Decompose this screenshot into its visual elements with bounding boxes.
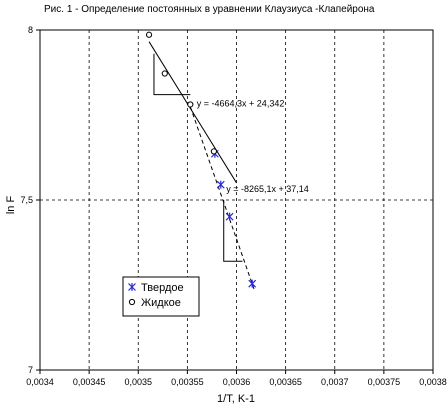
x-tick-label: 0,0036	[223, 377, 251, 387]
data-point-liquid	[210, 148, 218, 155]
grid-y	[36, 29, 433, 371]
x-tick-label: 0,0038	[419, 377, 447, 387]
data-point-liquid	[161, 70, 168, 77]
x-tick-label: 0,00345	[73, 377, 106, 387]
legend-label: Твердое	[141, 282, 184, 294]
y-tick-label: 7,5	[20, 195, 33, 205]
legend-marker-liquid	[128, 298, 136, 306]
trendline-liquid	[148, 41, 237, 184]
x-tick-label: 0,00375	[368, 377, 401, 387]
x-tick-label: 0,0034	[26, 377, 54, 387]
data-point-liquid	[187, 101, 194, 108]
slope-triangles	[153, 53, 243, 262]
trendline-equations: y = -4664,3x + 24,342 y = -8265,1x + 37,1…	[197, 98, 309, 194]
x-tick-labels: 0,0034 0,00345 0,0035 0,00355 0,0036 0,00365 0…	[26, 377, 447, 387]
data-points	[145, 31, 257, 288]
legend-items: Твердое Жидкое	[128, 282, 184, 309]
y-axis-label: ln F	[5, 196, 17, 215]
x-tick-label: 0,00365	[269, 377, 302, 387]
y-tick-label: 8	[28, 25, 33, 35]
data-point-liquid	[145, 31, 153, 38]
trendline-equation: y = -4664,3x + 24,342	[197, 98, 285, 108]
data-point-solid	[225, 212, 234, 221]
y-tick-labels: 77,58	[20, 25, 33, 375]
trendline-solid	[189, 106, 255, 290]
legend-label: Жидкое	[141, 297, 181, 309]
x-tick-label: 0,0037	[321, 377, 349, 387]
trendlines	[148, 41, 255, 290]
legend-box	[122, 276, 200, 317]
slope-triangle	[153, 53, 191, 96]
x-tick-label: 0,00355	[171, 377, 204, 387]
chart-title: Рис. 1 - Определение постоянных в уравне…	[44, 4, 375, 15]
slope-triangle	[223, 200, 243, 262]
data-point-solid	[216, 180, 225, 189]
legend-marker-solid	[128, 283, 136, 291]
legend: Твердое Жидкое	[122, 276, 200, 317]
x-tick-label: 0,0035	[124, 377, 152, 387]
x-axis-label: 1/T, K-1	[217, 393, 255, 405]
trendline-equation: y = -8265,1x + 37,14	[226, 184, 309, 194]
y-tick-label: 7	[28, 365, 33, 375]
data-point-solid	[248, 279, 257, 288]
plot-area: y = -4664,3x + 24,342 y = -8265,1x + 37,1…	[36, 29, 434, 374]
